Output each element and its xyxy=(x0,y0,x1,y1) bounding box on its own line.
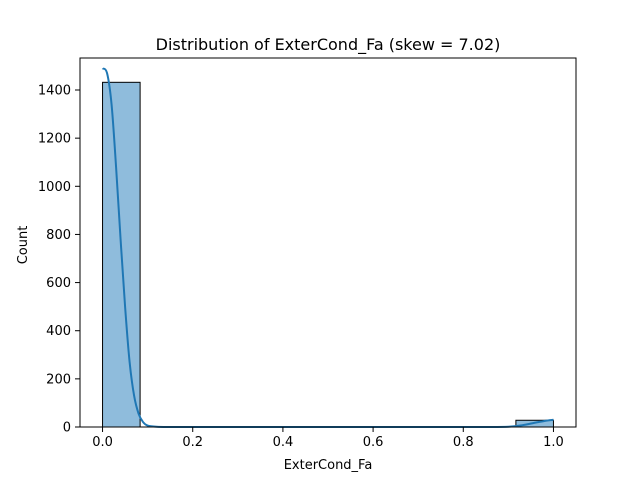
x-tick-label: 0.6 xyxy=(363,435,384,450)
x-axis-label: ExterCond_Fa xyxy=(284,458,373,473)
x-tick-label: 1.0 xyxy=(543,435,564,450)
x-tick-label: 0.8 xyxy=(453,435,474,450)
plot-frame xyxy=(79,57,577,428)
y-tick-label: 1200 xyxy=(38,132,71,147)
x-tick-label: 0.2 xyxy=(182,435,203,450)
y-tick-label: 200 xyxy=(46,372,71,387)
bars-group xyxy=(102,81,554,428)
y-axis-label: Count xyxy=(16,226,31,265)
y-tick-label: 600 xyxy=(46,276,71,291)
y-tick-label: 400 xyxy=(46,324,71,339)
x-tick-label: 0.4 xyxy=(273,435,294,450)
x-axis-ticks: 0.0 0.2 0.4 0.6 0.8 1.0 xyxy=(92,427,564,450)
chart-title: Distribution of ExterCond_Fa (skew = 7.0… xyxy=(156,35,501,55)
y-axis-ticks: 0 200 400 600 800 1000 1200 1400 xyxy=(38,84,80,436)
y-tick-label: 1000 xyxy=(38,180,71,195)
y-tick-label: 1400 xyxy=(38,84,71,99)
y-tick-label: 0 xyxy=(63,421,71,436)
y-tick-label: 800 xyxy=(46,228,71,243)
x-tick-label: 0.0 xyxy=(92,435,113,450)
kde-curve xyxy=(101,67,554,429)
